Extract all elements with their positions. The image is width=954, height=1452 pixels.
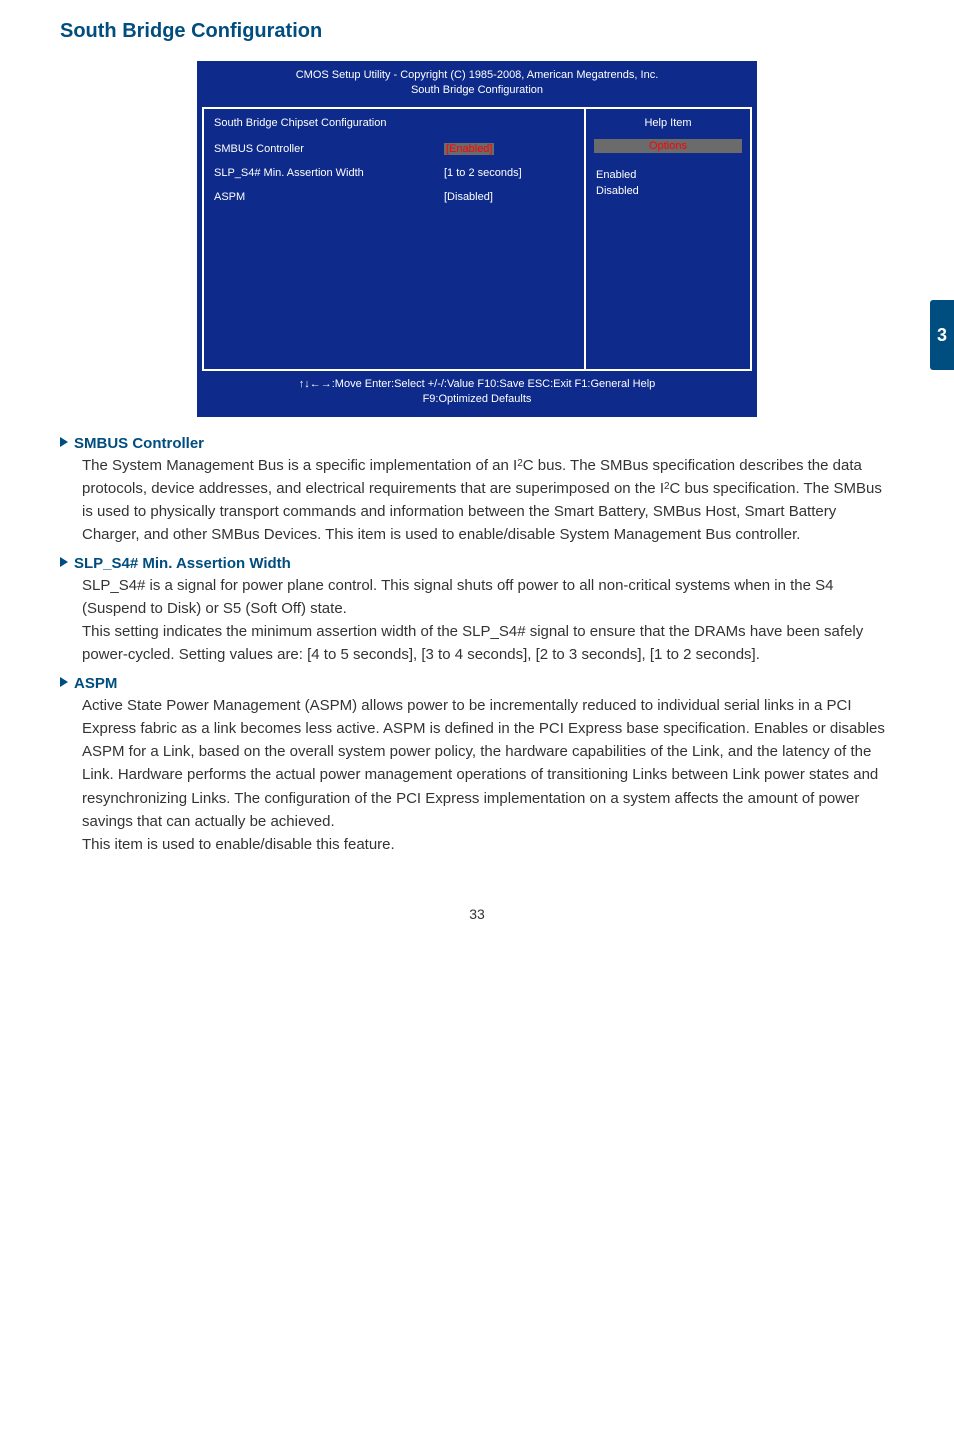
bios-row-aspm: ASPM [Disabled] [204, 185, 584, 209]
bios-row-smbus: SMBUS Controller [Enabled] [204, 137, 584, 161]
page-number: 33 [60, 906, 894, 922]
side-tab: 3 [930, 300, 954, 370]
bios-screenshot: CMOS Setup Utility - Copyright (C) 1985-… [197, 61, 757, 417]
item-heading-aspm: ASPM [60, 675, 894, 692]
item-text-slp: SLP_S4# is a signal for power plane cont… [82, 574, 894, 667]
bios-footer-line2: F9:Optimized Defaults [206, 392, 748, 407]
item-title: SLP_S4# Min. Assertion Width [74, 555, 291, 572]
bios-right-panel: Help Item Options Enabled Disabled [584, 109, 752, 369]
triangle-icon [60, 437, 68, 447]
bios-row-label: SMBUS Controller [214, 143, 444, 155]
bios-row-value: [Enabled] [444, 143, 574, 155]
spacer [204, 209, 584, 369]
item-text-smbus: The System Management Bus is a specific … [82, 454, 894, 547]
bios-value-selected: [Enabled] [444, 143, 494, 155]
triangle-icon [60, 557, 68, 567]
bios-footer: ↑↓←→:Move Enter:Select +/-/:Value F10:Sa… [198, 371, 756, 416]
bios-body: South Bridge Chipset Configuration SMBUS… [202, 107, 752, 371]
bios-option: Disabled [596, 183, 740, 200]
item-text-slp-1: SLP_S4# is a signal for power plane cont… [82, 577, 834, 617]
item-heading-slp: SLP_S4# Min. Assertion Width [60, 555, 894, 572]
bios-right-subheader: Help Item [586, 109, 750, 137]
bios-left-subheader: South Bridge Chipset Configuration [204, 109, 584, 137]
bios-header-line1: CMOS Setup Utility - Copyright (C) 1985-… [206, 68, 748, 83]
bios-row-value: [1 to 2 seconds] [444, 167, 574, 179]
bios-row-label: ASPM [214, 191, 444, 203]
item-text-aspm: Active State Power Management (ASPM) all… [82, 694, 894, 857]
bios-row-slp: SLP_S4# Min. Assertion Width [1 to 2 sec… [204, 161, 584, 185]
item-heading-smbus: SMBUS Controller [60, 435, 894, 452]
item-text-aspm-1: Active State Power Management (ASPM) all… [82, 697, 885, 830]
item-title: ASPM [74, 675, 117, 692]
item-title: SMBUS Controller [74, 435, 204, 452]
item-text-aspm-2: This item is used to enable/disable this… [82, 836, 395, 853]
item-text-slp-2: This setting indicates the minimum asser… [82, 623, 863, 663]
bios-row-label: SLP_S4# Min. Assertion Width [214, 167, 444, 179]
bios-options-label: Options [594, 139, 742, 153]
bios-footer-line1: ↑↓←→:Move Enter:Select +/-/:Value F10:Sa… [206, 377, 748, 392]
bios-row-value: [Disabled] [444, 191, 574, 203]
bios-header-line2: South Bridge Configuration [206, 83, 748, 98]
bios-option: Enabled [596, 167, 740, 184]
bios-left-panel: South Bridge Chipset Configuration SMBUS… [202, 109, 584, 369]
bios-header: CMOS Setup Utility - Copyright (C) 1985-… [198, 62, 756, 107]
triangle-icon [60, 677, 68, 687]
bios-options-list: Enabled Disabled [586, 163, 750, 210]
section-title: South Bridge Configuration [60, 20, 894, 43]
